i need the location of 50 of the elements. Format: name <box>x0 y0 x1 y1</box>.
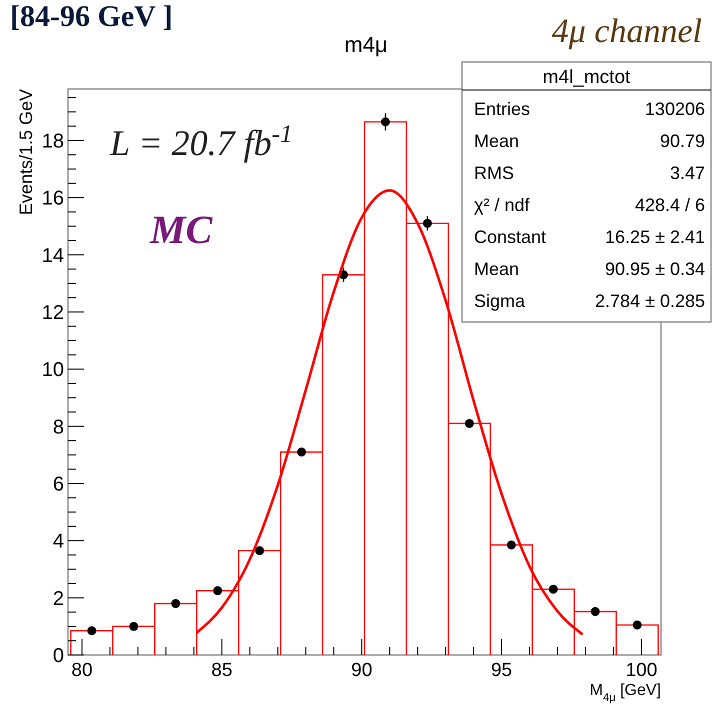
point <box>255 546 264 556</box>
text: 4μ channel <box>552 13 702 50</box>
point <box>548 584 558 594</box>
point <box>171 599 180 608</box>
point <box>590 607 600 616</box>
y-tick-label: 14 <box>42 244 64 267</box>
point <box>506 540 516 550</box>
point <box>632 620 642 630</box>
point <box>297 448 306 457</box>
x-tick-label: 90 <box>351 660 372 681</box>
text: 3.47 <box>670 163 705 183</box>
annotation: Sigma <box>474 291 526 311</box>
x-axis-title: M$_{4μ}$ [GeV] <box>590 682 661 704</box>
y-tick-label: 18 <box>42 130 64 152</box>
point <box>422 218 432 228</box>
y-tick-label: 16 <box>42 188 64 210</box>
point <box>380 117 390 126</box>
annotation: 130206 <box>644 99 705 119</box>
y-tick-label: 0 <box>52 645 64 667</box>
annotation: Entries <box>474 99 530 119</box>
y-axis-title: Events/1.5 GeV <box>16 89 36 216</box>
point <box>87 626 96 636</box>
annotation: 90.79 <box>660 131 705 151</box>
chart-title: m4μ <box>344 32 388 57</box>
point <box>213 586 222 596</box>
annotation: 428.4 / 6 <box>634 195 705 215</box>
y-tick-label: 6 <box>52 473 64 496</box>
x-tick-label: 100 <box>626 660 658 681</box>
annotation: L = 20.7 fb$^{-1}$ <box>109 120 293 163</box>
y-tick-label: 10 <box>42 359 64 382</box>
annotation: 2.784 ± 0.285 <box>595 291 705 311</box>
x-tick-label: 80 <box>71 660 93 681</box>
x-tick-label: 95 <box>490 660 512 681</box>
annotation: 16.25 ± 2.41 <box>605 227 705 247</box>
annotation: χ² / ndf <box>474 195 530 215</box>
annotation: Constant <box>474 227 546 247</box>
annotation: 90.95 ± 0.34 <box>605 259 705 279</box>
text: m4l_mctot <box>542 67 632 88</box>
annotation: MC <box>149 207 214 252</box>
point <box>464 418 474 428</box>
x-tick-label: 85 <box>211 660 232 681</box>
annotation: Mean <box>474 131 520 151</box>
annotation: Mean <box>474 259 520 279</box>
annotation: RMS <box>474 163 514 183</box>
point <box>129 622 138 631</box>
y-tick-label: 12 <box>42 302 64 324</box>
text: [84-96 GeV ] <box>10 0 173 33</box>
y-tick-label: 2 <box>52 588 64 610</box>
y-tick-label: 8 <box>52 416 64 438</box>
y-tick-label: 4 <box>52 530 64 553</box>
